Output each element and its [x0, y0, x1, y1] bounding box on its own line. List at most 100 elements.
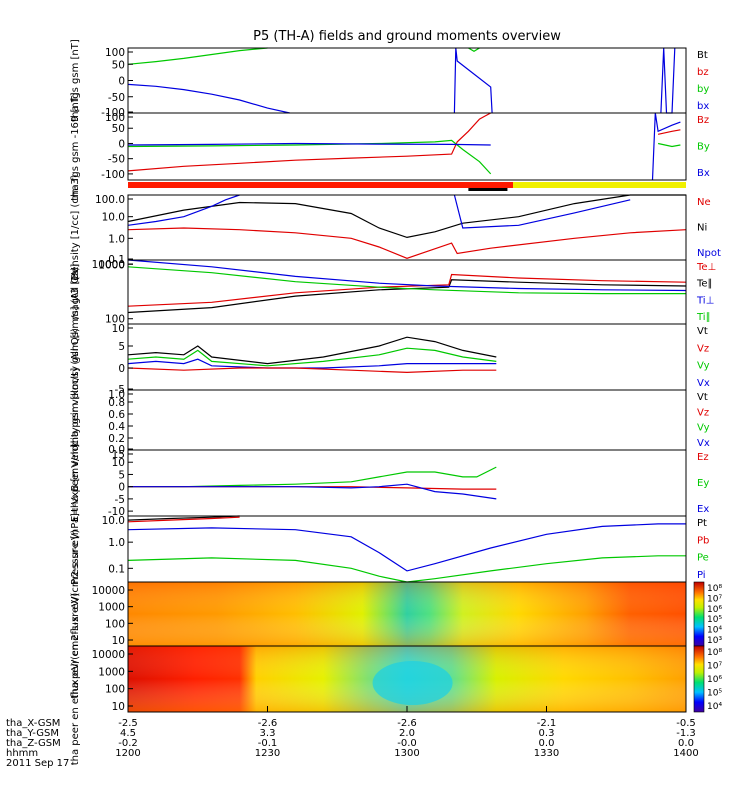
series-by — [127, 47, 268, 65]
colorbar-tick-label: 10⁷ — [707, 662, 722, 672]
legend-label: Ti⊥ — [696, 295, 714, 306]
y-tick-label: 5 — [118, 341, 125, 353]
series-Vx — [127, 358, 497, 369]
series-bx — [127, 83, 290, 114]
colorbar-tick-label: 10³ — [707, 636, 722, 646]
x-tick-label: 1200 — [115, 748, 140, 759]
panel-pressure: Pt Pb Pe Pi 10.0 1.0 0.1 Pressure [nPa] — [70, 513, 709, 585]
panel-frame — [127, 259, 687, 325]
legend-label: By — [697, 142, 710, 153]
colorbar-tick-label: 10⁵ — [707, 689, 722, 699]
y-tick-label: 10 — [112, 635, 125, 647]
y-axis-label: tha peir velocity gsm [km/s] (All Qs) — [70, 267, 81, 448]
legend-label: Ti∥ — [696, 312, 711, 323]
legend-label: bz — [697, 67, 709, 78]
y-tick-label: 10 — [112, 323, 125, 335]
chart-title: P5 (TH-A) fields and ground moments over… — [253, 29, 561, 44]
y-tick-label: 50 — [112, 123, 125, 135]
y-tick-label: 0.1 — [108, 563, 125, 575]
y-axis-label: tha peer en eflux eV/(cm2-s-sr-eV) — [70, 593, 81, 766]
y-tick-label: 100.0 — [95, 194, 125, 206]
series-Vz — [127, 367, 497, 374]
legend-label: Vx — [697, 438, 710, 449]
y-tick-label: 0.2 — [108, 433, 125, 445]
x-tick-label: -0.1 — [258, 738, 278, 749]
y-tick-label: 100 — [105, 112, 125, 124]
colorbar-tick-label: 10⁴ — [707, 702, 722, 712]
panel-electron_velocity: Vt Vz Vy Vx 1.00.80.60.40.20.0 tha peer veloc… — [70, 328, 710, 512]
panel-frame — [127, 389, 687, 451]
legend-label: Vy — [697, 423, 710, 434]
legend-label: Vt — [697, 326, 708, 337]
x-row-label: hhmm — [6, 748, 38, 759]
legend-label: bx — [697, 101, 709, 112]
legend-label: Vy — [697, 361, 710, 372]
spectrogram-core — [372, 661, 453, 705]
y-tick-label: -10 — [108, 506, 125, 518]
colorbar-tick-label: 10⁵ — [707, 615, 722, 625]
x-row-label: tha_X-GSM — [6, 718, 60, 729]
legend-label: Ez — [697, 452, 709, 463]
y-tick-label: 0 — [118, 76, 125, 88]
panel-frame — [127, 47, 687, 114]
x-tick-label: 1400 — [673, 748, 698, 759]
y-axis-label: tha fgs gsm [nT] — [70, 39, 81, 122]
panel-frame — [127, 112, 687, 181]
series-Npot — [127, 194, 240, 226]
y-tick-label: -5 — [115, 384, 125, 396]
y-tick-label: -100 — [101, 107, 125, 119]
series-by — [468, 47, 480, 52]
y-axis-label: Pressure [nPa] — [70, 513, 81, 585]
series-Pe — [127, 555, 686, 583]
x-tick-label: -1.3 — [676, 728, 696, 739]
colorbar-tick-label: 10⁶ — [707, 605, 722, 615]
y-tick-label: 100 — [105, 618, 125, 630]
legend-label: Npot — [697, 248, 721, 259]
y-tick-label: 10000 — [92, 259, 125, 271]
series-Ni — [127, 194, 686, 239]
x-tick-label: 1300 — [394, 748, 419, 759]
y-tick-label: 10 — [112, 701, 125, 713]
x-tick-label: 0.0 — [539, 738, 555, 749]
colorbar-tick-label: 10⁸ — [707, 648, 722, 658]
x-tick-label: 0.3 — [539, 728, 555, 739]
y-tick-label: 1.0 — [108, 389, 125, 401]
x-tick-label: 1230 — [255, 748, 280, 759]
series-Npot — [453, 194, 631, 229]
series-Pb — [127, 516, 240, 523]
legend-label: Bz — [697, 115, 709, 126]
y-tick-label: 50 — [112, 59, 125, 71]
y-tick-label: 15 — [112, 449, 125, 461]
panel-frame — [127, 449, 687, 517]
legend-label: Pi — [697, 570, 706, 581]
y-tick-label: 100 — [105, 47, 125, 59]
y-tick-label: 0.0 — [108, 444, 125, 456]
y-tick-label: 1.0 — [108, 537, 125, 549]
y-tick-label: 5 — [118, 469, 125, 481]
y-axis-label: magt3 [eV] — [70, 264, 81, 321]
x-tick-label: -2.6 — [397, 718, 417, 729]
y-tick-label: 100 — [105, 684, 125, 696]
y-axis-label: tha fgs gsm -169 [nT] — [70, 92, 81, 201]
series-bx — [453, 47, 493, 114]
x-row-label: tha_Y-GSM — [6, 728, 59, 739]
legend-label: Bt — [697, 50, 708, 61]
mode-bar — [468, 188, 508, 191]
x-row-label: 2011 Sep 17 — [6, 758, 69, 769]
y-tick-label: -5 — [115, 494, 125, 506]
series-Ne — [127, 227, 687, 259]
y-tick-label: -50 — [108, 92, 125, 104]
series-Ex — [128, 483, 497, 500]
y-tick-label: 10.0 — [102, 212, 125, 224]
mode-bar — [128, 182, 514, 188]
mode-bar — [513, 182, 686, 188]
legend-label: Ni — [697, 223, 707, 234]
legend-label: Vz — [697, 407, 709, 418]
y-tick-label: 0.8 — [108, 397, 125, 409]
